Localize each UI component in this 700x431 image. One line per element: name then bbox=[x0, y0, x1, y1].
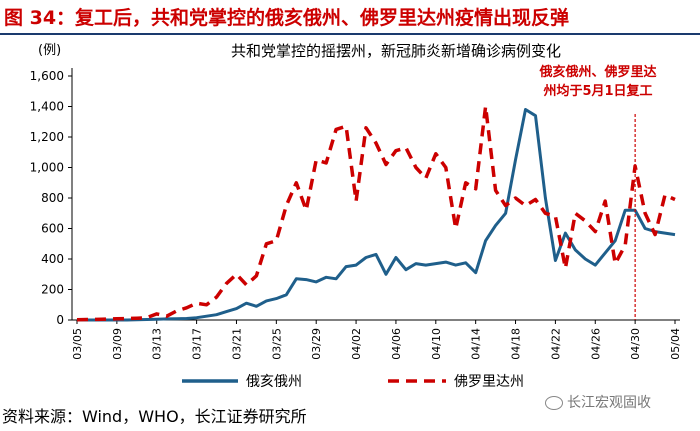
x-tick-label: 05/04 bbox=[669, 328, 682, 360]
x-tick-label: 04/10 bbox=[430, 328, 443, 360]
watermark-text: 长江宏观固收 bbox=[567, 395, 651, 411]
x-tick-label: 04/06 bbox=[390, 328, 403, 360]
y-tick-label: 1,400 bbox=[30, 100, 64, 114]
y-tick-label: 1,600 bbox=[30, 69, 64, 83]
watermark: 长江宏观固收 bbox=[545, 392, 651, 412]
x-tick-label: 04/22 bbox=[549, 328, 562, 360]
chart-plot-area: 共和党掌控的摇摆州，新冠肺炎新增确诊病例变化 (例) 0 200 400 600 800 1,… bbox=[30, 42, 682, 390]
line-chart: 共和党掌控的摇摆州，新冠肺炎新增确诊病例变化 (例) 0 200 400 600 800 1,… bbox=[30, 42, 682, 390]
chart-title: 共和党掌控的摇摆州，新冠肺炎新增确诊病例变化 bbox=[231, 42, 561, 60]
x-tick-label: 04/18 bbox=[510, 328, 523, 360]
annotation-text: 州均于5月1日复工 bbox=[542, 83, 652, 99]
x-tick-label: 04/26 bbox=[589, 328, 602, 360]
title-bar: 图 34：复工后，共和党掌控的俄亥俄州、佛罗里达州疫情出现反弹 bbox=[0, 0, 700, 35]
x-tick-label: 03/09 bbox=[111, 328, 124, 360]
y-tick-label: 400 bbox=[41, 252, 64, 266]
x-tick-label: 03/17 bbox=[191, 328, 204, 360]
series-line-florida bbox=[76, 104, 676, 322]
legend-label-ohio: 俄亥俄州 bbox=[246, 374, 302, 390]
y-tick-label: 600 bbox=[41, 222, 64, 236]
figure-title: 图 34：复工后，共和党掌控的俄亥俄州、佛罗里达州疫情出现反弹 bbox=[4, 7, 570, 29]
x-tick-label: 04/02 bbox=[350, 328, 363, 360]
x-tick-label: 03/13 bbox=[151, 328, 164, 360]
x-tick-label: 03/29 bbox=[310, 328, 323, 360]
annotation-text: 俄亥俄州、佛罗里达 bbox=[538, 64, 656, 80]
x-tick-label: 03/25 bbox=[270, 328, 283, 360]
y-tick-label: 0 bbox=[56, 313, 64, 327]
y-tick-label: 1,200 bbox=[30, 130, 64, 144]
x-tick-label: 03/21 bbox=[230, 328, 243, 360]
x-tick-label: 04/14 bbox=[470, 328, 483, 360]
x-tick-label: 04/30 bbox=[629, 328, 642, 360]
series-line-ohio bbox=[77, 108, 676, 322]
y-tick-label: 800 bbox=[41, 191, 64, 205]
source-note: 资料来源：Wind，WHO，长江证券研究所 bbox=[2, 407, 307, 426]
title-rule bbox=[0, 33, 700, 35]
y-axis-unit-label: (例) bbox=[38, 43, 61, 58]
wechat-icon bbox=[545, 396, 563, 410]
legend-label-florida: 佛罗里达州 bbox=[454, 374, 524, 390]
y-tick-label: 200 bbox=[41, 283, 64, 297]
y-tick-label: 1,000 bbox=[30, 161, 64, 175]
x-tick-label: 03/05 bbox=[71, 328, 84, 360]
